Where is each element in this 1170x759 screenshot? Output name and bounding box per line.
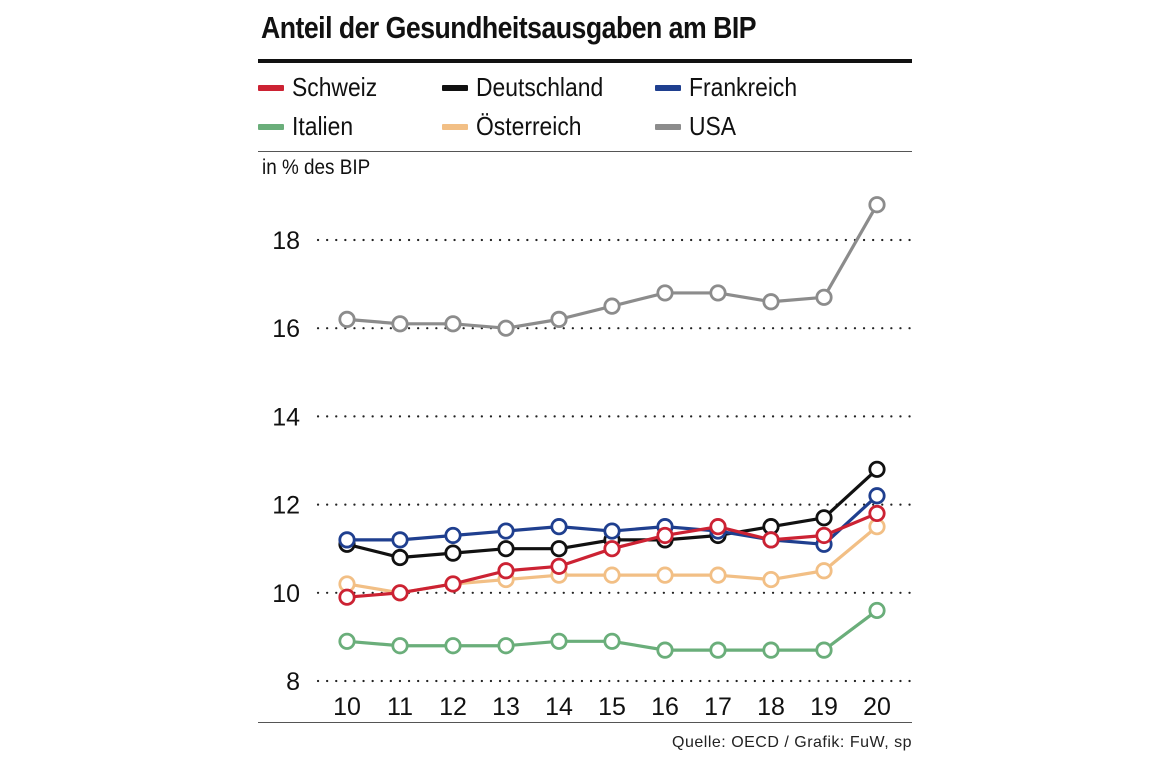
data-point-italien-17 xyxy=(709,641,727,659)
data-point-schweiz-17 xyxy=(709,518,727,536)
y-axis-unit-label: in % des BIP xyxy=(262,156,371,179)
data-point-italien-11 xyxy=(391,637,409,655)
data-point-deutschland-12 xyxy=(444,544,462,562)
legend-item-italien: Italien xyxy=(258,111,361,142)
legend-swatch-deutschland xyxy=(442,84,468,91)
y-tick-label-12: 12 xyxy=(272,492,300,520)
chart-title: Anteil der Gesundheitsausgaben am BIP xyxy=(261,10,756,45)
data-point-schweiz-15 xyxy=(603,540,621,558)
data-point-deutschland-11 xyxy=(391,548,409,567)
data-point-frankreich-10 xyxy=(338,531,356,549)
x-tick-label-16: 16 xyxy=(651,693,679,721)
data-point-schweiz-16 xyxy=(656,526,674,545)
data-point-usa-14 xyxy=(550,310,568,328)
x-tick-label-12: 12 xyxy=(439,693,467,721)
data-point-italien-20 xyxy=(868,601,886,620)
source-note: Quelle: OECD / Grafik: FuW, sp xyxy=(672,734,912,751)
data-point-usa-15 xyxy=(603,297,621,315)
data-point-schweiz-13 xyxy=(497,562,515,580)
data-point-usa-13 xyxy=(497,319,515,337)
y-tick-label-10: 10 xyxy=(272,580,300,608)
legend-swatch-usa xyxy=(655,123,681,130)
data-point-schweiz-19 xyxy=(815,526,833,545)
x-tick-label-17: 17 xyxy=(704,693,732,721)
y-tick-label-8: 8 xyxy=(286,668,300,696)
legend-item-frankreich: Frankreich xyxy=(655,72,812,103)
data-point-frankreich-20 xyxy=(868,487,886,505)
x-tick-label-15: 15 xyxy=(598,693,626,721)
legend-swatch-frankreich xyxy=(655,84,681,91)
data-point-oesterreich-17 xyxy=(709,566,727,584)
data-point-italien-18 xyxy=(762,641,780,659)
legend-item-deutschland: Deutschland xyxy=(442,72,621,103)
data-point-italien-19 xyxy=(815,641,833,659)
x-tick-label-18: 18 xyxy=(757,693,785,721)
data-point-usa-11 xyxy=(391,315,409,333)
data-point-schweiz-12 xyxy=(444,575,462,593)
legend-divider xyxy=(258,151,912,152)
data-point-usa-18 xyxy=(762,293,780,311)
y-tick-label-14: 14 xyxy=(272,403,300,431)
data-point-usa-20 xyxy=(868,196,886,214)
legend-item-schweiz: Schweiz xyxy=(258,72,389,103)
legend-item-oesterreich: Österreich xyxy=(442,111,596,142)
data-point-schweiz-18 xyxy=(762,531,780,549)
title-rule xyxy=(258,59,912,63)
data-point-schweiz-14 xyxy=(550,557,568,575)
data-point-oesterreich-19 xyxy=(815,562,833,580)
data-point-italien-10 xyxy=(338,632,356,650)
data-point-oesterreich-16 xyxy=(656,566,674,584)
data-point-frankreich-11 xyxy=(391,531,409,549)
data-point-italien-14 xyxy=(550,632,568,650)
data-point-frankreich-13 xyxy=(497,522,515,540)
data-point-usa-10 xyxy=(338,310,356,328)
data-point-schweiz-20 xyxy=(868,504,886,523)
data-point-frankreich-14 xyxy=(550,518,568,536)
data-point-usa-17 xyxy=(709,284,727,302)
data-point-deutschland-14 xyxy=(550,540,568,558)
legend-label-italien: Italien xyxy=(292,111,354,141)
data-point-italien-12 xyxy=(444,637,462,655)
data-point-frankreich-15 xyxy=(603,522,621,540)
legend-label-schweiz: Schweiz xyxy=(292,72,378,102)
data-point-deutschland-20 xyxy=(868,460,886,478)
x-tick-label-13: 13 xyxy=(492,693,520,721)
x-tick-label-19: 19 xyxy=(810,693,838,721)
data-point-frankreich-12 xyxy=(444,526,462,545)
data-point-usa-16 xyxy=(656,284,674,302)
y-tick-label-16: 16 xyxy=(272,315,300,343)
legend-label-usa: USA xyxy=(689,111,737,141)
data-point-italien-15 xyxy=(603,632,621,650)
x-tick-label-14: 14 xyxy=(545,693,573,721)
x-tick-label-11: 11 xyxy=(387,693,413,721)
data-point-usa-19 xyxy=(815,288,833,306)
y-tick-label-18: 18 xyxy=(272,227,300,255)
data-point-oesterreich-15 xyxy=(603,566,621,584)
x-tick-label-20: 20 xyxy=(863,693,891,721)
legend-label-frankreich: Frankreich xyxy=(689,72,798,102)
data-point-deutschland-13 xyxy=(497,540,515,558)
legend-item-usa: USA xyxy=(655,111,742,142)
data-point-schweiz-11 xyxy=(391,584,409,602)
x-tick-label-10: 10 xyxy=(333,693,361,721)
data-point-usa-12 xyxy=(444,315,462,333)
data-point-schweiz-10 xyxy=(338,588,356,606)
data-point-deutschland-19 xyxy=(815,509,833,527)
data-point-oesterreich-18 xyxy=(762,570,780,589)
x-axis-baseline xyxy=(258,722,912,723)
legend-label-deutschland: Deutschland xyxy=(476,72,604,102)
legend-swatch-italien xyxy=(258,123,284,130)
legend-label-oesterreich: Österreich xyxy=(476,111,582,141)
legend-swatch-oesterreich xyxy=(442,123,468,130)
legend-swatch-schweiz xyxy=(258,84,284,91)
data-point-italien-16 xyxy=(656,641,674,659)
data-point-italien-13 xyxy=(497,637,515,655)
